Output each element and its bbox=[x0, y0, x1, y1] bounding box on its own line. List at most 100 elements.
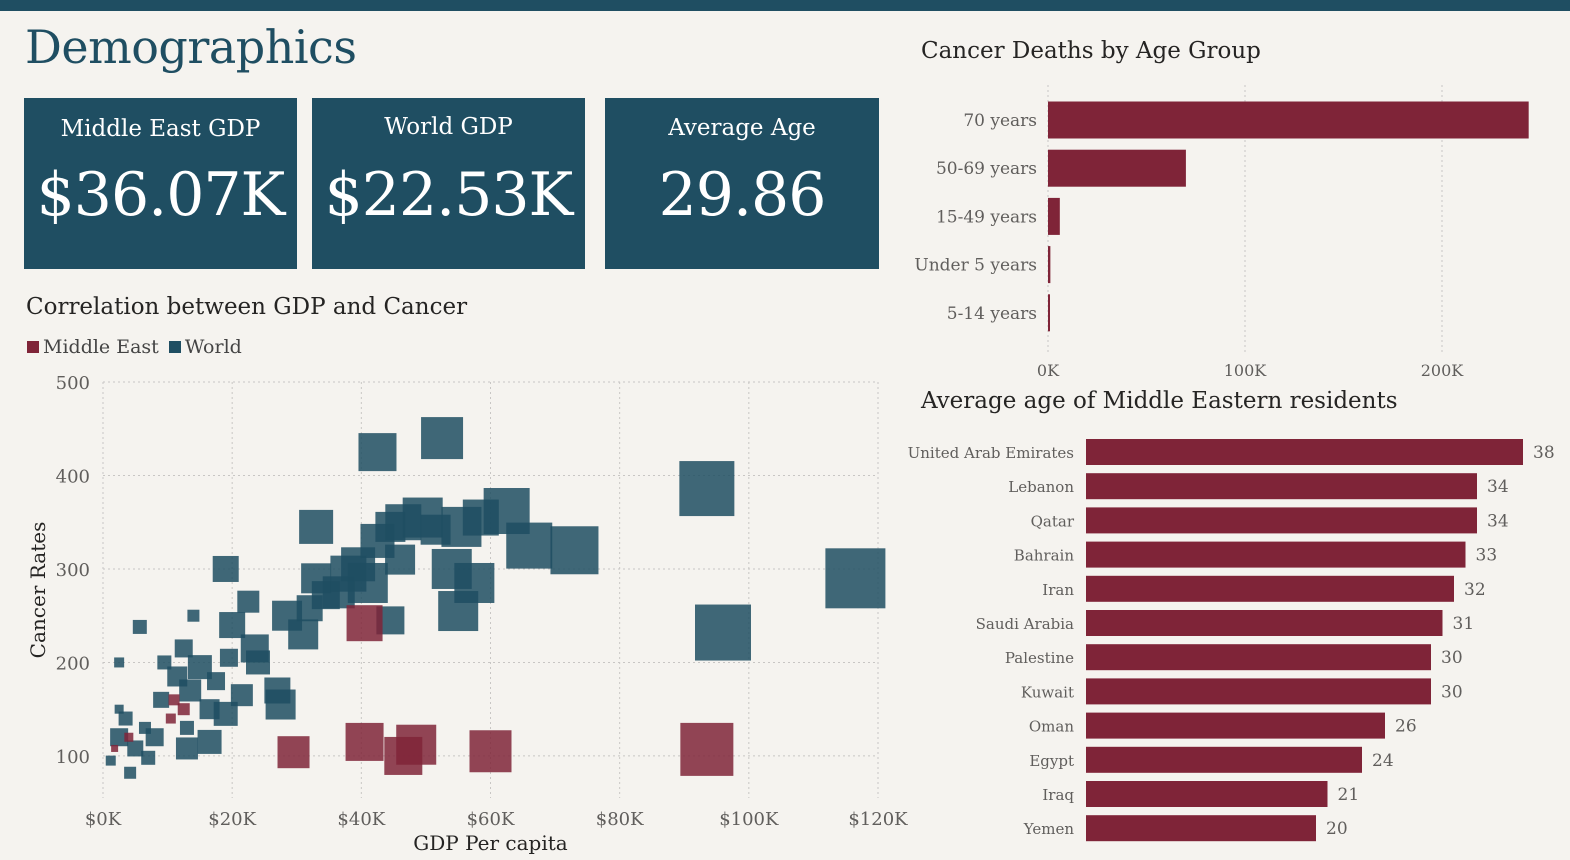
scatter-point-world[interactable] bbox=[219, 612, 246, 639]
y-tick-label: 200 bbox=[56, 653, 90, 674]
scatter-point-world[interactable] bbox=[187, 609, 200, 622]
bar[interactable] bbox=[1048, 101, 1529, 139]
scatter-point-world[interactable] bbox=[358, 433, 397, 472]
scatter-point-world[interactable] bbox=[175, 737, 198, 760]
scatter-point-world[interactable] bbox=[114, 704, 124, 714]
scatter-point-world[interactable] bbox=[118, 711, 133, 726]
scatter-point-world[interactable] bbox=[153, 691, 170, 708]
data-label: 32 bbox=[1464, 580, 1486, 600]
scatter-point-world[interactable] bbox=[506, 522, 553, 569]
scatter-point-middle-east[interactable] bbox=[177, 703, 190, 716]
category-label: Palestine bbox=[1005, 649, 1074, 667]
scatter-point-world[interactable] bbox=[550, 526, 599, 575]
scatter-point-world[interactable] bbox=[230, 684, 253, 707]
scatter-point-world[interactable] bbox=[237, 590, 260, 613]
x-tick-label: $60K bbox=[467, 809, 515, 830]
scatter-point-world[interactable] bbox=[114, 657, 125, 668]
scatter-chart-title: Correlation between GDP and Cancer bbox=[26, 294, 468, 320]
bar[interactable] bbox=[1086, 473, 1477, 500]
bar[interactable] bbox=[1086, 815, 1316, 842]
scatter-legend: Middle East World bbox=[27, 336, 252, 358]
scatter-point-world[interactable] bbox=[105, 755, 116, 766]
data-label: 20 bbox=[1326, 819, 1348, 839]
scatter-point-world[interactable] bbox=[207, 672, 226, 691]
scatter-point-world[interactable] bbox=[127, 740, 144, 757]
scatter-point-world[interactable] bbox=[385, 544, 416, 575]
x-tick-label: 200K bbox=[1421, 361, 1465, 380]
x-tick-label: $40K bbox=[337, 809, 385, 830]
scatter-point-world[interactable] bbox=[421, 417, 464, 460]
legend-swatch-world bbox=[168, 341, 181, 353]
scatter-point-middle-east[interactable] bbox=[165, 713, 176, 724]
y-tick-label: 400 bbox=[56, 466, 90, 487]
legend-label: Middle East bbox=[43, 336, 159, 358]
scatter-point-world[interactable] bbox=[240, 634, 269, 663]
kpi-card-world-gdp[interactable]: World GDP $22.53K bbox=[312, 98, 585, 269]
scatter-point-world[interactable] bbox=[179, 720, 194, 735]
bar[interactable] bbox=[1086, 746, 1362, 773]
scatter-point-world[interactable] bbox=[679, 461, 735, 517]
scatter-point-world[interactable] bbox=[157, 655, 172, 670]
category-label: Qatar bbox=[1031, 512, 1075, 530]
scatter-point-middle-east[interactable] bbox=[168, 694, 180, 706]
category-label: Kuwait bbox=[1021, 683, 1074, 701]
y-axis-title: Cancer Rates bbox=[26, 522, 50, 659]
x-tick-label: $120K bbox=[848, 809, 908, 830]
scatter-point-world[interactable] bbox=[288, 619, 319, 650]
scatter-point-middle-east[interactable] bbox=[680, 722, 734, 776]
scatter-point-world[interactable] bbox=[299, 509, 334, 544]
bar[interactable] bbox=[1048, 294, 1050, 332]
category-label: 70 years bbox=[963, 111, 1037, 131]
category-label: Yemen bbox=[1023, 820, 1075, 838]
bar[interactable] bbox=[1086, 610, 1443, 636]
scatter-point-middle-east[interactable] bbox=[346, 605, 383, 642]
kpi-card-middle-east-gdp[interactable]: Middle East GDP $36.07K bbox=[24, 98, 297, 269]
bar[interactable] bbox=[1086, 575, 1454, 602]
category-label: 50-69 years bbox=[936, 159, 1037, 179]
bar[interactable] bbox=[1086, 678, 1431, 705]
legend-item-world[interactable]: World bbox=[168, 336, 242, 358]
bar[interactable] bbox=[1086, 507, 1477, 534]
bar[interactable] bbox=[1048, 149, 1186, 187]
scatter-point-middle-east[interactable] bbox=[396, 724, 437, 765]
scatter-point-world[interactable] bbox=[174, 639, 193, 658]
scatter-point-world[interactable] bbox=[347, 562, 388, 603]
scatter-point-middle-east[interactable] bbox=[277, 736, 310, 769]
scatter-point-world[interactable] bbox=[219, 648, 238, 667]
x-tick-label: $0K bbox=[85, 809, 122, 830]
scatter-point-world[interactable] bbox=[197, 729, 222, 754]
data-label: 24 bbox=[1372, 751, 1394, 771]
scatter-point-world[interactable] bbox=[124, 766, 137, 779]
category-label: United Arab Emirates bbox=[908, 444, 1074, 462]
scatter-point-world[interactable] bbox=[212, 555, 239, 582]
legend-item-middle-east[interactable]: Middle East bbox=[27, 336, 159, 358]
scatter-point-world[interactable] bbox=[110, 728, 129, 747]
scatter-point-world[interactable] bbox=[145, 728, 164, 747]
scatter-point-world[interactable] bbox=[695, 604, 751, 661]
x-tick-label: 0K bbox=[1037, 361, 1060, 380]
kpi-label: Average Age bbox=[668, 115, 816, 141]
bar[interactable] bbox=[1086, 439, 1523, 465]
scatter-point-world[interactable] bbox=[438, 591, 479, 632]
bar[interactable] bbox=[1086, 781, 1328, 807]
kpi-value: $22.53K bbox=[324, 160, 574, 230]
scatter-point-world[interactable] bbox=[179, 679, 202, 702]
bar[interactable] bbox=[1086, 712, 1385, 739]
scatter-point-world[interactable] bbox=[265, 689, 296, 720]
bar[interactable] bbox=[1086, 644, 1431, 671]
scatter-point-world[interactable] bbox=[132, 619, 147, 634]
bar[interactable] bbox=[1086, 541, 1466, 568]
bar[interactable] bbox=[1048, 197, 1060, 235]
scatter-point-world[interactable] bbox=[141, 750, 156, 765]
kpi-card-average-age[interactable]: Average Age 29.86 bbox=[605, 98, 879, 269]
scatter-point-middle-east[interactable] bbox=[469, 730, 512, 773]
kpi-value: 29.86 bbox=[658, 160, 827, 230]
scatter-point-middle-east[interactable] bbox=[345, 722, 384, 761]
scatter-point-middle-east[interactable] bbox=[111, 744, 119, 752]
scatter-point-middle-east[interactable] bbox=[124, 732, 134, 742]
scatter-point-world[interactable] bbox=[825, 548, 886, 609]
bar[interactable] bbox=[1048, 246, 1051, 284]
